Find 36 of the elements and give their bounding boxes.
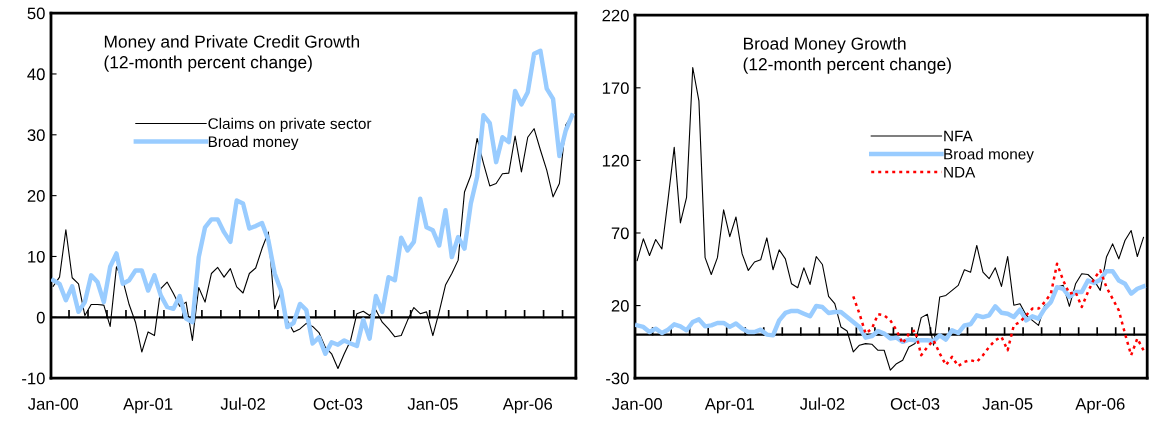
y-tick-label: 10 — [28, 250, 45, 263]
y-tick-label: 40 — [27, 68, 45, 81]
y-tick-label: -10 — [22, 372, 45, 385]
legend-label: Broad money — [944, 148, 1034, 163]
y-tick-label: 50 — [27, 7, 45, 20]
x-tick-label: Oct-03 — [313, 398, 363, 410]
y-tick-label: -30 — [606, 372, 629, 385]
line-series — [852, 262, 1145, 368]
x-tick-label: Jan-05 — [982, 398, 1033, 410]
x-tick-label: Jan-05 — [407, 398, 458, 410]
x-tick-label: Jan-00 — [27, 398, 79, 410]
x-tick-label: Apr-01 — [704, 398, 754, 414]
y-tick-label: 0 — [36, 311, 45, 324]
y-tick-label: 120 — [602, 154, 629, 167]
text: (12-month percent change) — [104, 55, 312, 72]
legend-label: NDA — [944, 166, 976, 178]
text: Broad Money Growth — [743, 37, 906, 54]
y-tick-label: 20 — [27, 190, 45, 202]
legend-label: Claims on private sector — [208, 117, 372, 133]
x-tick-label: Jul-02 — [799, 397, 845, 410]
x-tick-label: Apr-06 — [502, 398, 553, 414]
x-tick-label: Jan-00 — [611, 398, 662, 410]
text: Money and Private Credit Growth — [104, 35, 360, 52]
text: (12-month percent change) — [743, 57, 951, 74]
x-tick-label: Oct-03 — [890, 398, 940, 410]
line-series — [635, 268, 1146, 345]
x-tick-label: Jul-02 — [220, 397, 265, 410]
y-tick-label: 70 — [611, 227, 629, 240]
y-tick-label: 220 — [602, 9, 629, 22]
x-tick-label: Apr-06 — [1075, 398, 1125, 414]
x-tick-label: Apr-01 — [123, 398, 173, 414]
legend-label: NFA — [944, 130, 973, 142]
legend-label: Broad money — [208, 135, 299, 151]
y-tick-label: 30 — [27, 129, 45, 141]
y-tick-label: 170 — [602, 82, 629, 95]
y-tick-label: 20 — [611, 299, 629, 312]
